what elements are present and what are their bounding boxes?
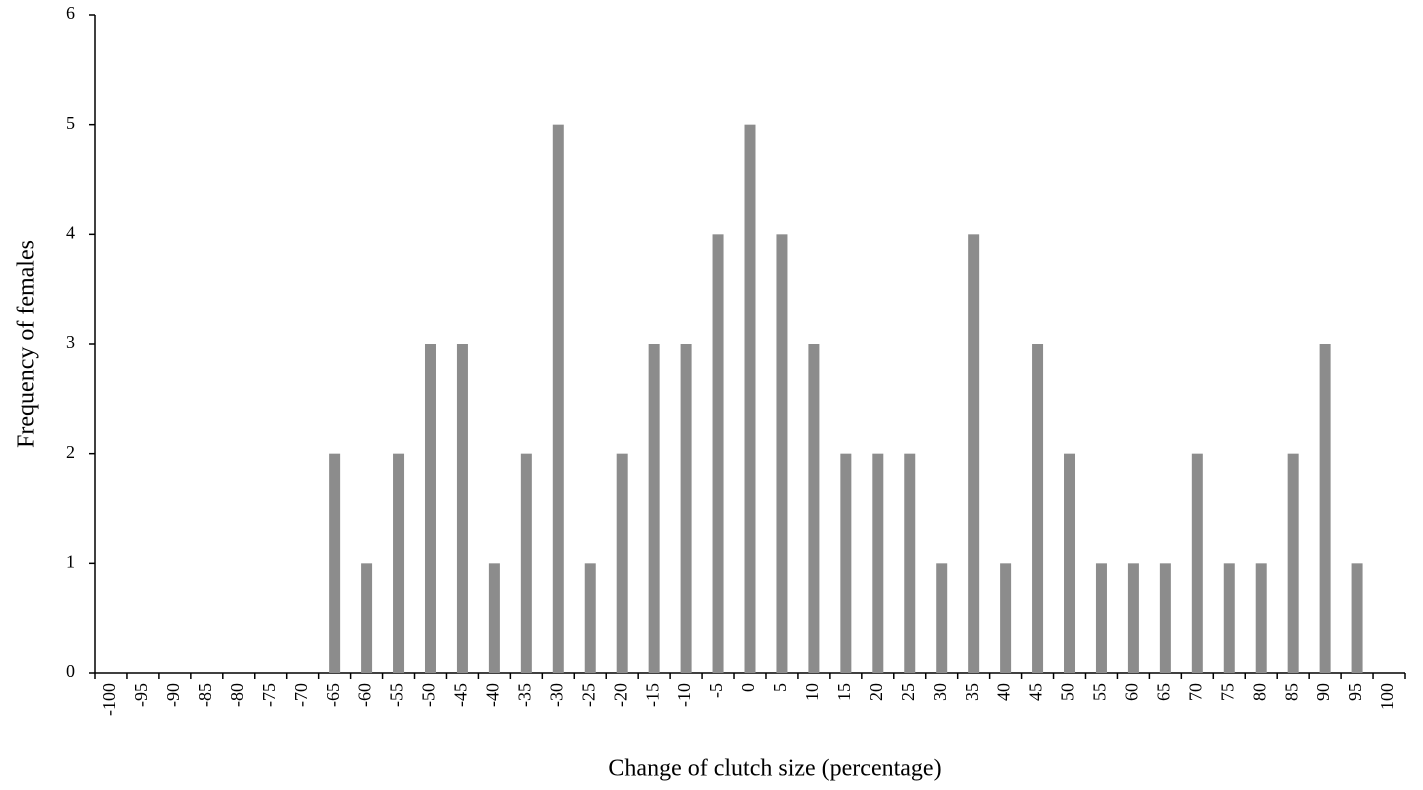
bar: [840, 453, 852, 673]
x-tick-label: -55: [387, 683, 407, 707]
bar: [424, 344, 436, 673]
y-tick-label: 2: [66, 442, 75, 462]
bar: [776, 234, 788, 674]
bar: [1287, 453, 1299, 673]
bar: [1127, 563, 1139, 673]
bar: [680, 344, 692, 673]
x-tick-label: 20: [866, 683, 886, 701]
x-tick-label: 100: [1377, 683, 1397, 710]
bar: [456, 344, 468, 673]
x-tick-label: 85: [1281, 683, 1301, 701]
x-axis-title: Change of clutch size (percentage): [608, 756, 941, 782]
x-tick-label: 50: [1058, 683, 1078, 701]
bar: [744, 124, 756, 673]
x-tick-label: 60: [1122, 683, 1142, 701]
bar: [361, 563, 373, 673]
bar: [872, 453, 884, 673]
x-tick-label: 0: [738, 683, 758, 692]
x-tick-label: 45: [1026, 683, 1046, 701]
bar: [1223, 563, 1235, 673]
x-tick-label: -90: [163, 683, 183, 707]
y-axis-title: Frequency of females: [14, 240, 40, 448]
x-tick-label: -85: [195, 683, 215, 707]
x-tick-label: 35: [962, 683, 982, 701]
x-tick-label: -65: [323, 683, 343, 707]
y-tick-label: 1: [66, 551, 75, 571]
x-tick-label: -50: [419, 683, 439, 707]
bar: [1032, 344, 1044, 673]
y-tick-label: 6: [66, 3, 75, 23]
bar: [712, 234, 724, 674]
x-tick-label: 80: [1249, 683, 1269, 701]
x-tick-label: -5: [706, 683, 726, 698]
x-tick-label: 90: [1313, 683, 1333, 701]
bar: [968, 234, 980, 674]
x-tick-label: -70: [291, 683, 311, 707]
x-tick-label: -35: [514, 683, 534, 707]
x-tick-label: 65: [1153, 683, 1173, 701]
x-tick-label: 5: [770, 683, 790, 692]
x-tick-label: 95: [1345, 683, 1365, 701]
bar: [1159, 563, 1171, 673]
x-tick-label: -100: [99, 683, 119, 716]
x-tick-label: 75: [1217, 683, 1237, 701]
x-tick-label: -60: [355, 683, 375, 707]
bar: [904, 453, 916, 673]
y-tick-label: 3: [66, 332, 75, 352]
bar: [552, 124, 564, 673]
x-tick-label: 15: [834, 683, 854, 701]
bar: [936, 563, 948, 673]
x-tick-label: 55: [1090, 683, 1110, 701]
x-tick-label: 40: [994, 683, 1014, 701]
bar: [1351, 563, 1363, 673]
bar: [1095, 563, 1107, 673]
bar: [1319, 344, 1331, 673]
bar: [584, 563, 596, 673]
y-tick-label: 4: [66, 222, 75, 242]
bar: [329, 453, 341, 673]
bar: [488, 563, 500, 673]
bar: [616, 453, 628, 673]
x-tick-label: -45: [451, 683, 471, 707]
bar: [393, 453, 405, 673]
x-tick-label: 10: [802, 683, 822, 701]
x-tick-label: -30: [546, 683, 566, 707]
x-tick-label: -75: [259, 683, 279, 707]
x-tick-label: 30: [930, 683, 950, 701]
x-tick-label: -40: [483, 683, 503, 707]
bar: [1191, 453, 1203, 673]
bar: [520, 453, 532, 673]
bar: [808, 344, 820, 673]
y-tick-label: 0: [66, 661, 75, 681]
x-tick-label: -25: [578, 683, 598, 707]
bar: [1000, 563, 1012, 673]
x-tick-label: -80: [227, 683, 247, 707]
bar: [1255, 563, 1267, 673]
x-tick-label: 25: [898, 683, 918, 701]
bar: [648, 344, 660, 673]
x-tick-label: -15: [642, 683, 662, 707]
x-tick-label: 70: [1185, 683, 1205, 701]
bar: [1064, 453, 1076, 673]
x-tick-label: -10: [674, 683, 694, 707]
x-tick-label: -95: [131, 683, 151, 707]
y-tick-label: 5: [66, 113, 75, 133]
x-tick-label: -20: [610, 683, 630, 707]
